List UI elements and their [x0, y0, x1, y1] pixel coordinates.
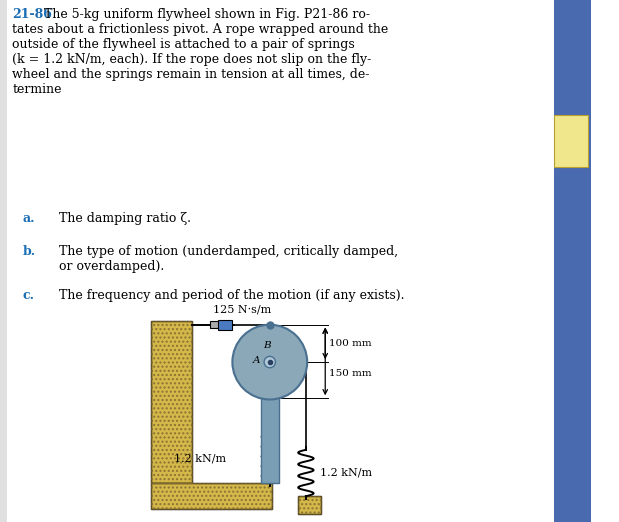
Text: 100 mm: 100 mm	[329, 339, 372, 348]
Text: b.: b.	[23, 245, 36, 258]
Text: The type of motion (underdamped, critically damped,
or overdamped).: The type of motion (underdamped, critica…	[59, 245, 398, 274]
Bar	[210, 322, 221, 328]
Text: 21-86: 21-86	[12, 8, 52, 21]
Text: 1.2 kN/m: 1.2 kN/m	[174, 454, 226, 464]
Text: c.: c.	[23, 289, 35, 302]
Polygon shape	[151, 483, 272, 509]
Text: A: A	[253, 357, 261, 365]
Bar	[218, 319, 232, 330]
Text: The damping ratio ζ.: The damping ratio ζ.	[59, 211, 191, 224]
Circle shape	[264, 357, 275, 368]
Text: The 5-kg uniform flywheel shown in Fig. P21-86 ro-
tates about a frictionless pi: The 5-kg uniform flywheel shown in Fig. …	[12, 8, 389, 96]
Text: 1.2 kN/m: 1.2 kN/m	[320, 468, 372, 478]
Polygon shape	[151, 321, 193, 483]
Text: B: B	[264, 341, 271, 350]
Polygon shape	[298, 496, 321, 514]
Text: The frequency and period of the motion (if any exists).: The frequency and period of the motion (…	[59, 289, 405, 302]
Text: 125 N·s/m: 125 N·s/m	[213, 305, 271, 315]
Text: 150 mm: 150 mm	[329, 369, 372, 378]
Text: a.: a.	[23, 211, 35, 224]
Circle shape	[232, 325, 307, 399]
Polygon shape	[261, 380, 279, 483]
